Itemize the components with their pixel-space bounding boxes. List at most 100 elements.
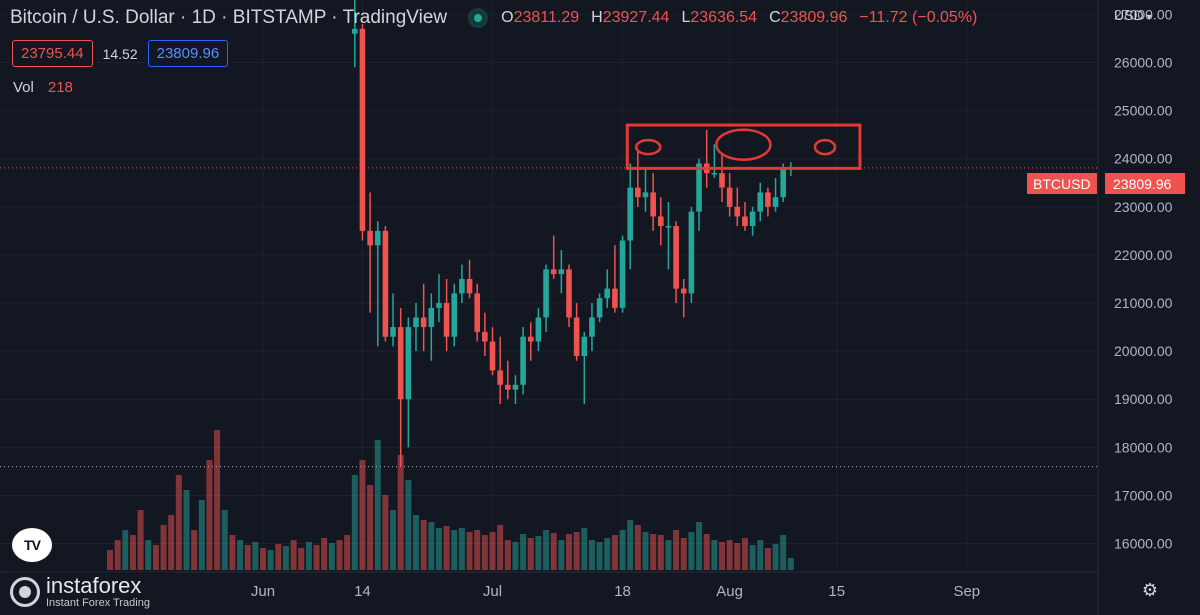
candle-body: [543, 269, 549, 318]
volume-bar: [206, 460, 213, 570]
candle-body: [436, 303, 442, 308]
candle-body: [673, 226, 679, 289]
volume-bar: [642, 532, 649, 570]
volume-bar: [481, 535, 488, 570]
gear-icon[interactable]: ⚙: [1141, 580, 1159, 600]
volume-bar: [305, 542, 312, 570]
volume-bar: [336, 540, 343, 570]
volume-bar: [152, 545, 159, 570]
candle-body: [413, 317, 419, 328]
volume-bar: [497, 525, 504, 570]
candle-body: [757, 192, 764, 212]
volume-bar: [566, 534, 572, 570]
candle-body: [765, 192, 771, 207]
candle-body: [466, 278, 473, 294]
volume-bar: [221, 510, 228, 570]
candle-body: [696, 163, 702, 212]
candle-body: [619, 240, 626, 308]
candle-body: [589, 317, 595, 337]
volume-bar: [443, 526, 450, 570]
candle-body: [558, 269, 565, 275]
volume-bar: [229, 535, 236, 570]
y-tick-label: 27000.00: [1114, 6, 1173, 22]
candle-body: [719, 173, 725, 188]
volume-bar: [275, 544, 282, 570]
volume-bar: [550, 533, 557, 570]
x-tick-label: Sep: [953, 583, 980, 600]
instaforex-watermark: instaforex Instant Forex Trading: [6, 572, 176, 612]
buy-button[interactable]: 23809.96: [147, 40, 229, 67]
tradingview-logo-icon[interactable]: TV: [12, 528, 52, 562]
currency-label: USD: [1114, 7, 1144, 23]
volume-value: 218: [47, 79, 73, 96]
volume-bar: [543, 530, 550, 570]
candle-body: [772, 197, 779, 207]
candle-body: [658, 216, 664, 227]
candle-body: [604, 288, 611, 299]
candle-body: [627, 187, 633, 241]
change-value: −11.72 (−0.05%): [859, 9, 978, 26]
candle-body: [726, 187, 733, 207]
instaforex-logo-icon: [10, 577, 40, 607]
low-label: L: [681, 9, 691, 26]
volume-bar: [696, 522, 703, 570]
volume-bar: [611, 535, 618, 570]
candle-body: [688, 211, 695, 294]
candle-body: [497, 370, 503, 385]
candle-body: [390, 327, 396, 337]
volume-bar: [367, 485, 374, 570]
volume-bar: [344, 535, 351, 570]
candle-body: [581, 336, 588, 356]
volume-bar: [129, 535, 136, 570]
volume-bar: [160, 525, 167, 570]
x-tick-label: Jul: [483, 583, 502, 600]
currency-selector[interactable]: USD ▾: [1114, 7, 1152, 23]
volume-bar: [719, 542, 725, 570]
volume-bar: [512, 542, 519, 570]
volume-bar: [726, 540, 733, 570]
volume-bar: [435, 528, 442, 570]
volume-bar: [764, 548, 771, 570]
candle-body: [550, 269, 557, 275]
volume-bar: [183, 490, 190, 570]
y-tick-label: 18000.00: [1114, 439, 1173, 455]
volume-bar: [604, 538, 611, 570]
volume-bar: [137, 510, 144, 570]
volume-legend[interactable]: Vol 218: [13, 79, 73, 96]
candle-body: [635, 187, 641, 198]
volume-bar: [321, 538, 328, 570]
volume-bar: [703, 534, 710, 570]
sell-button[interactable]: 23795.44: [12, 40, 93, 67]
volume-bar: [588, 540, 595, 570]
highlighted-top-marker: [634, 138, 662, 156]
volume-bar: [351, 475, 358, 570]
highlighted-top-marker: [813, 138, 837, 156]
highlighted-top-marker: [715, 128, 772, 161]
symbol-title[interactable]: Bitcoin / U.S. Dollar · 1D · BITSTAMP · …: [10, 7, 448, 28]
close-value: 23809.96: [780, 9, 848, 26]
volume-bar: [657, 535, 664, 570]
chart-header: Bitcoin / U.S. Dollar · 1D · BITSTAMP · …: [10, 7, 977, 29]
candle-body: [780, 168, 786, 198]
volume-bar: [757, 540, 764, 570]
candle-body: [535, 317, 542, 342]
y-tick-label: 26000.00: [1114, 55, 1173, 71]
volume-bar: [114, 540, 121, 570]
candle-body: [405, 327, 412, 400]
volume-bar: [191, 530, 198, 570]
candle-body: [596, 298, 603, 318]
candle-body: [474, 293, 480, 332]
low-value: 23636.54: [690, 9, 758, 26]
candle-body: [359, 28, 366, 231]
volume-bar: [535, 536, 542, 570]
x-tick-label: Jun: [251, 583, 275, 600]
candle-body: [397, 327, 404, 400]
volume-bar: [680, 538, 687, 570]
last-price-tag: 23809.96: [1105, 173, 1185, 194]
volume-bar: [504, 540, 511, 570]
high-label: H: [591, 9, 603, 26]
y-tick-label: 21000.00: [1114, 295, 1173, 311]
volume-bar: [313, 545, 320, 570]
volume-bar: [527, 538, 534, 570]
